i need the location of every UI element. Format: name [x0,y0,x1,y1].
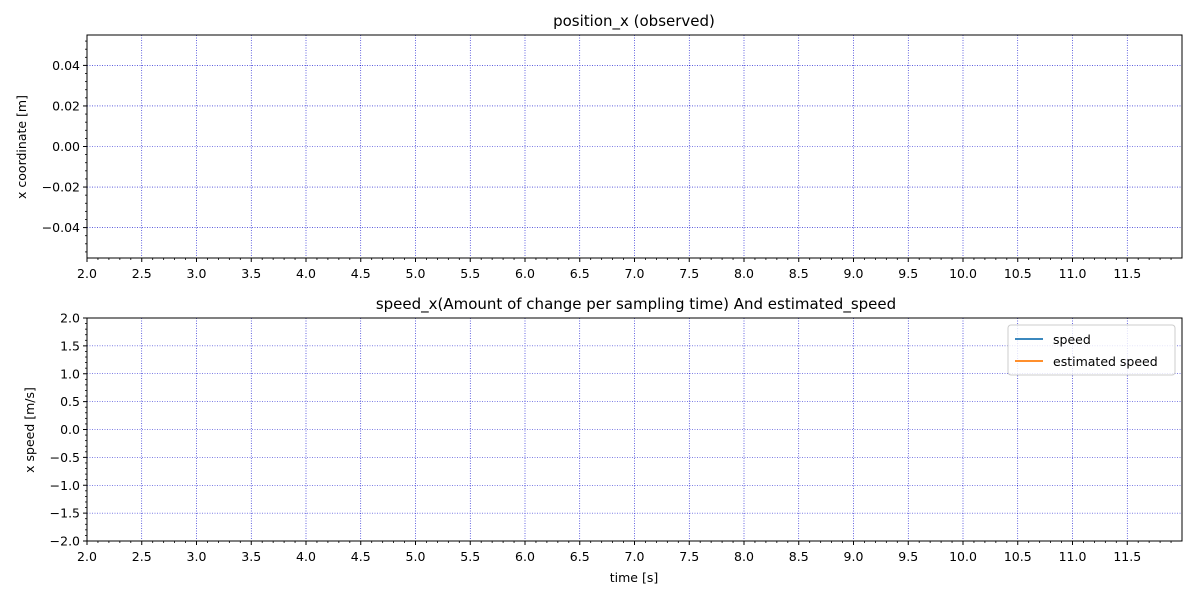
speed-x-tick-label: 10.0 [949,549,977,564]
speed-y-tick-label: 1.0 [60,366,80,381]
speed-grid [87,318,1182,541]
speed-x-tick-label: 11.0 [1059,549,1087,564]
position-x-tick-label: 6.5 [570,266,590,281]
speed-subplot: speed_x(Amount of change per sampling ti… [22,295,1183,585]
legend-speed-label: speed [1053,332,1091,347]
legend-estimated-speed-label: estimated speed [1053,354,1158,369]
position-x-tick-label: 8.0 [734,266,754,281]
position-x-tick-label: 6.0 [515,266,535,281]
speed-x-tick-label: 9.0 [844,549,864,564]
speed-x-tick-label: 3.0 [187,549,207,564]
position-x-tick-label: 10.5 [1004,266,1032,281]
speed-y-tick-label: −0.5 [50,450,80,465]
speed-chart-title: speed_x(Amount of change per sampling ti… [376,295,896,314]
position-y-tick-label: 0.04 [52,58,80,73]
speed-ticks: 2.0 2.5 3.0 3.5 4.0 4.5 5.0 5.5 6.0 6.5 7.0 7.5 8.0 8… [50,311,1172,564]
speed-x-tick-label: 9.5 [898,549,918,564]
speed-y-axis-label: x speed [m/s] [22,387,37,473]
speed-x-tick-label: 4.0 [296,549,316,564]
speed-x-tick-label: 6.0 [515,549,535,564]
speed-x-tick-label: 11.5 [1113,549,1141,564]
speed-x-tick-label: 2.0 [77,549,97,564]
speed-y-tick-label: −1.5 [50,506,80,521]
speed-x-tick-label: 5.5 [460,549,480,564]
speed-y-tick-label: 2.0 [60,311,80,326]
position-y-tick-label: 0.02 [52,98,80,113]
speed-y-tick-label: −2.0 [50,534,80,549]
position-x-tick-label: 5.0 [406,266,426,281]
speed-x-axis-label: time [s] [610,570,658,585]
position-subplot: position_x (observed) x coordinate [m] 2… [14,12,1183,281]
speed-x-tick-label: 4.5 [351,549,371,564]
position-x-tick-label: 3.5 [241,266,261,281]
position-x-tick-label: 11.5 [1113,266,1141,281]
speed-x-tick-label: 3.5 [241,549,261,564]
position-ticks: 2.0 2.5 3.0 3.5 4.0 4.5 5.0 5.5 6.0 6.5 7.0 7.5 8.0 8… [42,40,1172,281]
speed-x-tick-label: 10.5 [1004,549,1032,564]
position-grid [87,35,1182,258]
position-x-tick-label: 10.0 [949,266,977,281]
position-x-tick-label: 2.0 [77,266,97,281]
position-y-tick-label: −0.02 [42,180,80,195]
position-y-axis-label: x coordinate [m] [14,95,29,199]
speed-legend: speed estimated speed [1007,324,1176,376]
speed-y-tick-label: 0.5 [60,394,80,409]
speed-x-tick-label: 7.5 [679,549,699,564]
speed-x-tick-label: 2.5 [132,549,152,564]
position-x-tick-label: 4.5 [351,266,371,281]
position-x-tick-label: 5.5 [460,266,480,281]
speed-x-tick-label: 8.5 [789,549,809,564]
position-x-tick-label: 9.5 [898,266,918,281]
legend-box [1007,324,1176,376]
speed-x-tick-label: 7.0 [625,549,645,564]
speed-y-tick-label: −1.0 [50,478,80,493]
speed-y-tick-label: 1.5 [60,338,80,353]
position-x-tick-label: 3.0 [187,266,207,281]
position-x-tick-label: 7.5 [679,266,699,281]
position-y-tick-label: 0.00 [52,139,80,154]
position-x-tick-label: 4.0 [296,266,316,281]
position-y-tick-label: −0.04 [42,220,80,235]
position-chart-title: position_x (observed) [553,12,715,31]
speed-x-tick-label: 8.0 [734,549,754,564]
position-x-tick-label: 8.5 [789,266,809,281]
position-x-tick-label: 11.0 [1059,266,1087,281]
position-x-tick-label: 7.0 [625,266,645,281]
position-x-tick-label: 9.0 [844,266,864,281]
speed-x-tick-label: 5.0 [406,549,426,564]
speed-y-tick-label: 0.0 [60,422,80,437]
speed-x-tick-label: 6.5 [570,549,590,564]
position-x-tick-label: 2.5 [132,266,152,281]
